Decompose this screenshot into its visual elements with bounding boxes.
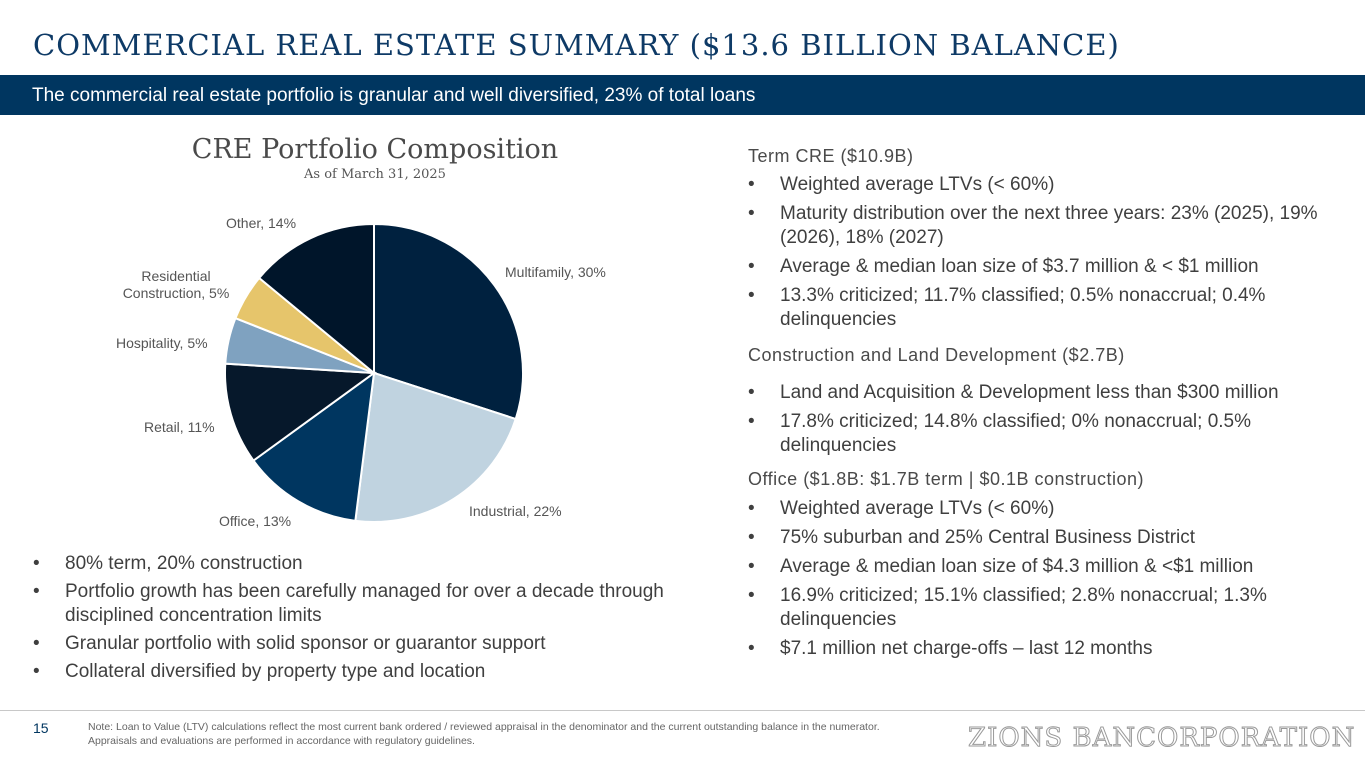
pie-slice-retail	[223, 362, 377, 462]
subtitle-banner: The commercial real estate portfolio is …	[0, 75, 1365, 115]
term-cre-heading: Term CRE ($10.9B)	[748, 146, 914, 166]
slice-label-hospitality: Hospitality, 5%	[116, 335, 208, 351]
slice-label-office: Office, 13%	[219, 513, 291, 529]
pie-slice-multifamily	[373, 222, 524, 421]
office-bullet: Weighted average LTVs (< 60%)	[748, 497, 1328, 521]
construction-bullet-list: Land and Acquisition & Development less …	[748, 381, 1328, 463]
footer-divider	[0, 710, 1365, 711]
pie-slice-industrial	[354, 371, 517, 524]
summary-bullet-list: 80% term, 20% construction Portfolio gro…	[33, 552, 713, 688]
summary-bullet: 80% term, 20% construction	[33, 552, 713, 576]
construction-bullet: Land and Acquisition & Development less …	[748, 381, 1328, 405]
term-cre-bullet-list: Weighted average LTVs (< 60%) Maturity d…	[748, 173, 1328, 337]
footnote: Note: Loan to Value (LTV) calculations r…	[88, 721, 880, 747]
term-cre-bullet: 13.3% criticized; 11.7% classified; 0.5%…	[748, 284, 1328, 332]
term-cre-bullet: Average & median loan size of $3.7 milli…	[748, 255, 1328, 279]
office-bullet: Average & median loan size of $4.3 milli…	[748, 555, 1328, 579]
pie-chart: Multifamily, 30% Industrial, 22% Office,…	[116, 215, 606, 529]
page-title: COMMERCIAL REAL ESTATE SUMMARY ($13.6 BI…	[33, 28, 1120, 62]
summary-bullet: Collateral diversified by property type …	[33, 660, 713, 684]
term-cre-bullet: Weighted average LTVs (< 60%)	[748, 173, 1328, 197]
chart-title: CRE Portfolio Composition	[191, 134, 559, 165]
slice-label-other: Other, 14%	[226, 215, 296, 231]
office-bullet: $7.1 million net charge-offs – last 12 m…	[748, 637, 1328, 661]
slice-label-multifamily: Multifamily, 30%	[505, 264, 606, 280]
pie-slice-other	[257, 222, 375, 376]
banner-text: The commercial real estate portfolio is …	[32, 85, 756, 106]
office-bullet: 75% suburban and 25% Central Business Di…	[748, 526, 1328, 550]
construction-heading: Construction and Land Development ($2.7B…	[748, 345, 1125, 365]
summary-bullet: Granular portfolio with solid sponsor or…	[33, 632, 713, 656]
chart-subtitle: As of March 31, 2025	[304, 167, 446, 182]
office-bullet: 16.9% criticized; 15.1% classified; 2.8%…	[748, 584, 1328, 632]
slice-label-retail: Retail, 11%	[144, 419, 215, 435]
company-logo: ZIONS BANCORPORATION	[967, 723, 1356, 754]
slice-label-residential-construction: Residential Construction, 5%	[123, 268, 230, 301]
office-bullet-list: Weighted average LTVs (< 60%) 75% suburb…	[748, 497, 1328, 666]
construction-bullet: 17.8% criticized; 14.8% classified; 0% n…	[748, 410, 1328, 458]
summary-bullet: Portfolio growth has been carefully mana…	[33, 580, 713, 628]
term-cre-bullet: Maturity distribution over the next thre…	[748, 202, 1328, 250]
page-number: 15	[33, 720, 49, 736]
office-heading: Office ($1.8B: $1.7B term | $0.1B constr…	[748, 469, 1145, 489]
slice-label-industrial: Industrial, 22%	[469, 503, 562, 519]
pie-slice-office	[252, 370, 376, 522]
